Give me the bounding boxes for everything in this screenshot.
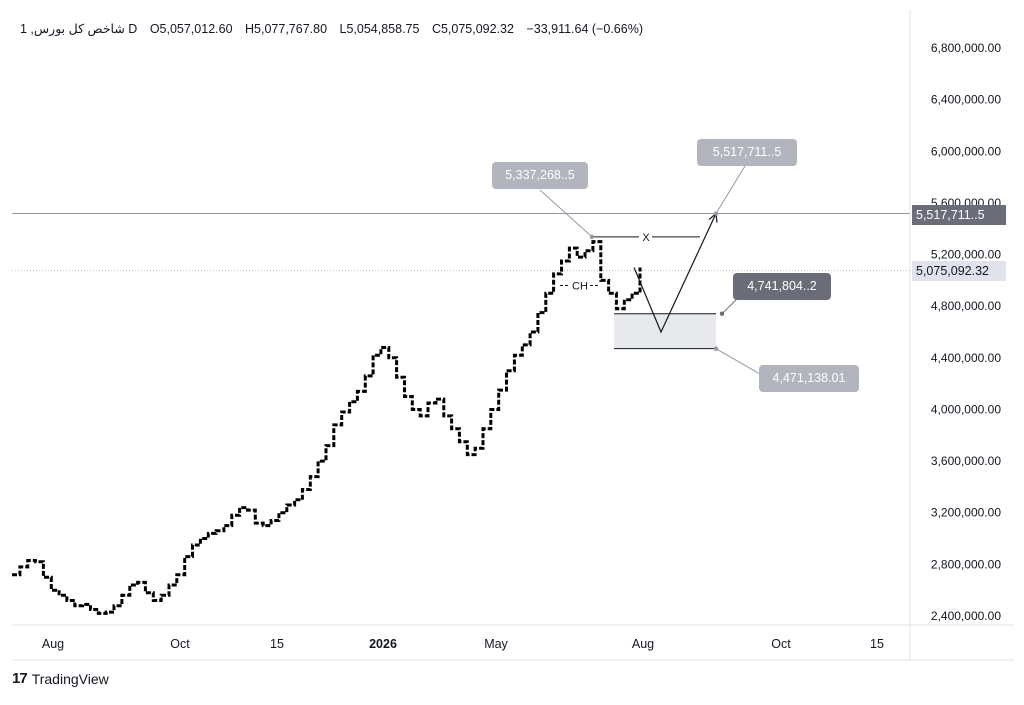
level-lines bbox=[12, 213, 910, 272]
callout-zone-bottom[interactable]: 4,471,138.01 bbox=[759, 365, 859, 392]
x-label-bg bbox=[639, 229, 652, 244]
close-value: C5,075,092.32 bbox=[431, 22, 514, 36]
tradingview-branding[interactable]: 17 TradingView bbox=[12, 670, 109, 687]
x-tick-label: Oct bbox=[170, 637, 190, 651]
y-tick-label: 3,600,000.00 bbox=[931, 454, 1001, 468]
y-tick-label: 6,400,000.00 bbox=[931, 93, 1001, 107]
x-tick-label: 2026 bbox=[369, 637, 397, 651]
callout-zone-bottom-leader bbox=[715, 348, 766, 378]
y-tick-label: 4,800,000.00 bbox=[931, 299, 1001, 313]
low-value: L5,054,858.75 bbox=[339, 22, 420, 36]
callout-peak[interactable]: 5,337,268..5 bbox=[492, 162, 588, 189]
x-tick-label: 15 bbox=[270, 637, 284, 651]
y-tick-label: 5,200,000.00 bbox=[931, 248, 1001, 262]
x-pattern-label: X bbox=[642, 232, 650, 244]
change-value: −33,911.64 (−0.66%) bbox=[526, 22, 643, 36]
tradingview-name: TradingView bbox=[31, 670, 109, 687]
price-series bbox=[12, 240, 642, 615]
x-tick-label: Oct bbox=[771, 637, 791, 651]
y-tick-label: 6,000,000.00 bbox=[931, 144, 1001, 158]
callout-peak-anchor bbox=[589, 234, 595, 240]
symbol-name[interactable]: 1 ,شاخص کل بورس D bbox=[20, 22, 138, 36]
callout-zone-top[interactable]: 4,741,804..2 bbox=[733, 273, 831, 300]
y-tick-label: 6,800,000.00 bbox=[931, 41, 1001, 55]
callout-zone-top-anchor bbox=[719, 311, 725, 316]
target-zone-box[interactable] bbox=[614, 313, 716, 349]
level-price-tag[interactable]: 5,517,711..5 bbox=[912, 205, 1006, 225]
y-tick-label: 4,000,000.00 bbox=[931, 402, 1001, 416]
x-axis[interactable]: Aug Oct 15 2026 May Aug Oct 15 bbox=[12, 10, 1014, 661]
callout-peak-leader bbox=[539, 189, 593, 238]
ch-pattern-label: CH bbox=[572, 281, 588, 293]
x-tick-label: Aug bbox=[632, 637, 654, 651]
pattern-annotations: X CH bbox=[539, 165, 766, 378]
callout-target-anchor bbox=[713, 211, 719, 216]
x-tick-label: May bbox=[484, 637, 508, 651]
y-tick-label: 2,800,000.00 bbox=[931, 557, 1001, 571]
ch-label-bg bbox=[570, 278, 590, 293]
price-line bbox=[12, 240, 642, 615]
callout-zone-bottom-anchor bbox=[713, 346, 719, 351]
y-tick-label: 4,400,000.00 bbox=[931, 351, 1001, 365]
open-value: O5,057,012.60 bbox=[149, 22, 233, 36]
high-value: H5,077,767.80 bbox=[245, 22, 328, 36]
current-price-tag[interactable]: 5,075,092.32 bbox=[912, 261, 1006, 281]
y-tick-label: 2,400,000.00 bbox=[931, 609, 1001, 623]
symbol-header[interactable]: 1 ,شاخص کل بورس D O5,057,012.60 H5,077,7… bbox=[20, 21, 652, 36]
y-axis[interactable]: 2,400,000.00 2,800,000.00 3,200,000.00 3,60… bbox=[931, 41, 1001, 623]
callout-target[interactable]: 5,517,711..5 bbox=[697, 139, 797, 166]
projection-path[interactable] bbox=[633, 213, 717, 334]
y-tick-label: 3,200,000.00 bbox=[931, 506, 1001, 520]
x-tick-label: Aug bbox=[42, 637, 64, 651]
tradingview-logo: 17 bbox=[12, 670, 28, 687]
x-tick-label: 15 bbox=[870, 637, 884, 651]
target-zone bbox=[614, 313, 716, 350]
callout-target-leader bbox=[715, 165, 746, 214]
